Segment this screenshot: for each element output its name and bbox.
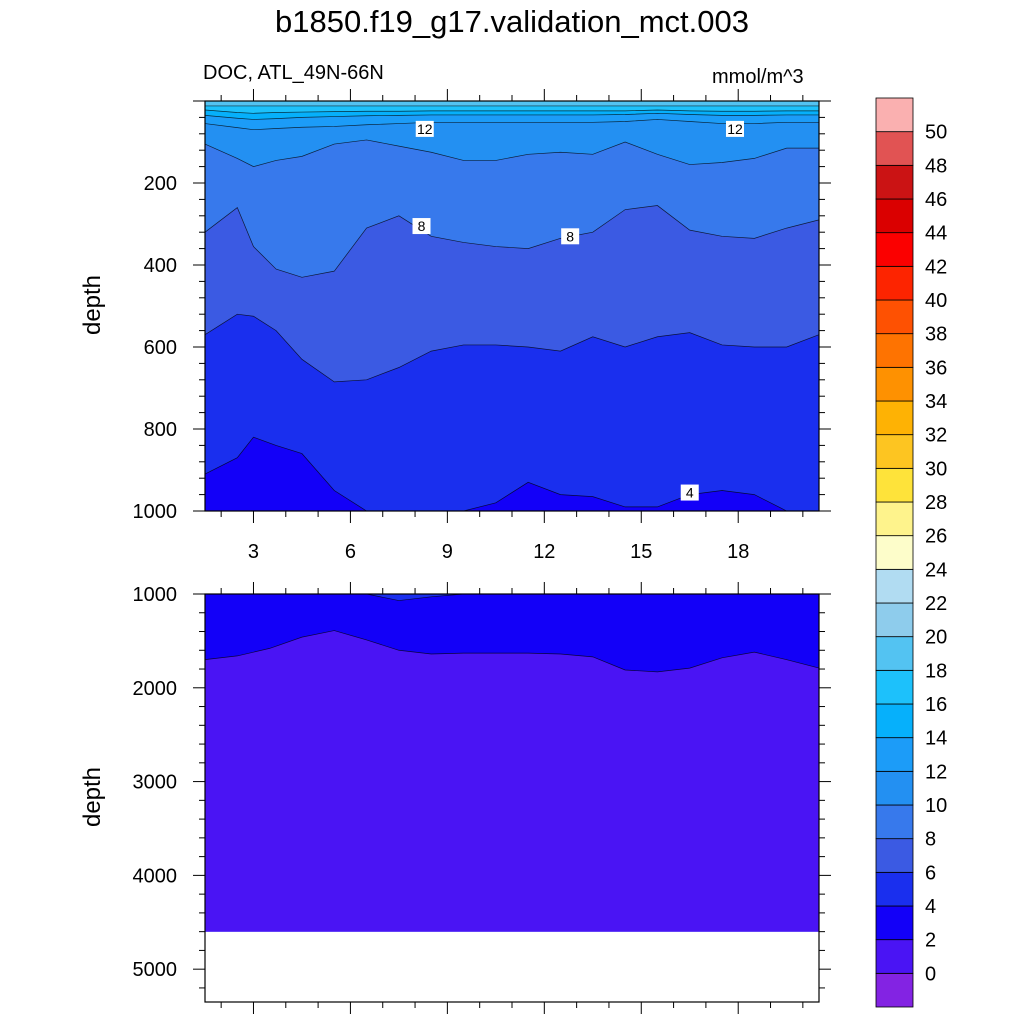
colorbar-swatch: [875, 871, 914, 907]
colorbar-swatch: [875, 939, 914, 974]
upper-panel: 12 12 8 8 4 3 6 9 12 15 18 200 400 600 800 1000: [133, 89, 831, 563]
plot-subtitle: DOC, ATL_49N-66N: [203, 62, 384, 84]
colorbar-label: 48: [925, 155, 947, 177]
colorbar-swatch: [875, 905, 914, 941]
colorbar-label: 26: [925, 526, 947, 548]
colorbar-label: 18: [925, 660, 947, 682]
colorbar-label: 12: [925, 761, 947, 783]
colorbar: 0246810121416182022242628303234363840424…: [875, 97, 947, 1008]
contour-label: 12: [727, 121, 743, 137]
colorbar-swatch: [875, 299, 914, 335]
colorbar-label: 2: [925, 930, 936, 952]
contour-line-8: [204, 205, 820, 278]
contour-fill-2: [205, 437, 819, 511]
y-tick-label: 800: [144, 419, 177, 441]
colorbar-label: 50: [925, 122, 947, 144]
contour-line-14: [204, 112, 819, 120]
colorbar-label: 34: [925, 391, 947, 413]
colorbar-label: 44: [925, 223, 947, 245]
contour-fill-0: [205, 630, 819, 932]
x-tick-label: 9: [442, 541, 453, 563]
colorbar-swatch: [875, 97, 914, 133]
colorbar-label: 6: [925, 862, 936, 884]
colorbar-label: 14: [925, 728, 947, 750]
colorbar-label: 16: [925, 694, 947, 716]
colorbar-swatch: [875, 770, 914, 806]
colorbar-swatch: [875, 164, 914, 200]
colorbar-swatch: [875, 333, 914, 368]
contour-line-4: [204, 436, 819, 512]
contour-label-box: [725, 120, 744, 137]
colorbar-swatch: [875, 972, 914, 1008]
y-tick-label: 400: [144, 255, 177, 277]
colorbar-swatch: [875, 568, 914, 604]
y-tick-label: 3000: [133, 772, 178, 794]
x-tick-label: 12: [533, 541, 555, 563]
x-tick-label: 6: [345, 541, 356, 563]
colorbar-swatch: [875, 669, 914, 705]
y-tick-label: 4000: [133, 865, 178, 887]
colorbar-label: 36: [925, 357, 947, 379]
colorbar-swatch: [875, 434, 914, 469]
contour-label: 8: [418, 218, 426, 234]
contour-line-6: [204, 313, 820, 383]
colorbar-label: 40: [925, 290, 947, 312]
contour-line-10: [204, 139, 819, 167]
chart-title: b1850.f19_g17.validation_mct.003: [275, 4, 749, 39]
colorbar-swatch: [875, 703, 914, 739]
colorbar-swatch: [875, 535, 914, 570]
colorbar-swatch: [875, 265, 914, 301]
colorbar-swatch: [875, 131, 914, 166]
colorbar-label: 42: [925, 256, 947, 278]
y-tick-label: 1000: [133, 501, 178, 523]
y-tick-label: 1000: [133, 584, 178, 606]
y-tick-label: 2000: [133, 678, 178, 700]
contour-label: 8: [566, 228, 574, 244]
colorbar-label: 46: [925, 189, 947, 211]
colorbar-label: 0: [925, 963, 936, 985]
colorbar-swatch: [875, 602, 914, 638]
colorbar-swatch: [875, 804, 914, 840]
contour-label-box: [412, 218, 431, 235]
y-tick-label: 5000: [133, 959, 178, 981]
x-tick-label: 15: [630, 541, 652, 563]
x-tick-label: 3: [248, 541, 259, 563]
colorbar-swatch: [875, 467, 914, 503]
colorbar-label: 38: [925, 324, 947, 346]
contour-fill-4: [205, 314, 819, 511]
colorbar-swatch: [875, 232, 914, 267]
plot-units: mmol/m^3: [712, 66, 804, 88]
contour-label: 4: [686, 485, 694, 501]
colorbar-label: 20: [925, 627, 947, 649]
contour-label-box: [561, 228, 580, 245]
colorbar-label: 4: [925, 896, 936, 918]
colorbar-label: 22: [925, 593, 947, 615]
colorbar-swatch: [875, 501, 914, 537]
contour-line-2: [204, 630, 820, 673]
colorbar-label: 30: [925, 458, 947, 480]
x-tick-label: 18: [727, 541, 749, 563]
colorbar-swatch: [875, 400, 914, 436]
contour-line-16: [204, 109, 819, 114]
lower-panel: 1000 2000 3000 4000 5000: [133, 582, 831, 1014]
contour-label: 12: [417, 121, 433, 137]
colorbar-swatch: [875, 366, 914, 402]
contour-line-12: [204, 119, 819, 131]
contour-label-box: [680, 484, 699, 501]
contour-label-box: [415, 120, 434, 137]
colorbar-swatch: [875, 737, 914, 772]
colorbar-swatch: [875, 198, 914, 234]
colorbar-label: 32: [925, 425, 947, 447]
colorbar-label: 8: [925, 829, 936, 851]
y-tick-label: 600: [144, 337, 177, 359]
colorbar-label: 24: [925, 559, 947, 581]
colorbar-label: 10: [925, 795, 947, 817]
y-tick-label: 200: [144, 173, 177, 195]
colorbar-label: 28: [925, 492, 947, 514]
colorbar-swatch: [875, 838, 914, 873]
colorbar-swatch: [875, 636, 914, 671]
